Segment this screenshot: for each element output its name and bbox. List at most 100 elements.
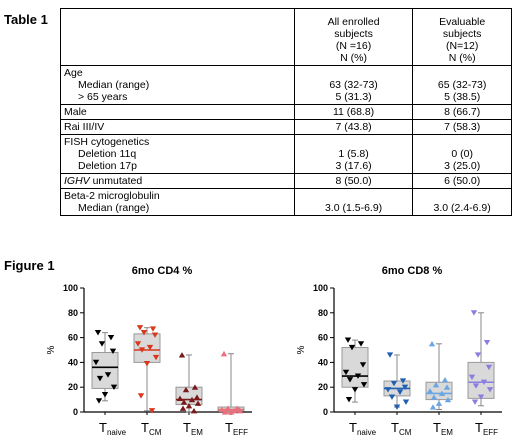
data-point — [134, 341, 142, 347]
data-point — [101, 392, 109, 398]
data-point — [104, 372, 112, 378]
data-point — [94, 330, 102, 336]
data-point — [443, 384, 451, 390]
y-tick-label: 60 — [68, 333, 78, 343]
cd4-box-plot: 6mo CD4 %% 0 20 40 60 80 100 Tnaive TCM TEM TEFF — [46, 265, 252, 437]
data-point — [149, 326, 157, 332]
data-point — [190, 407, 198, 414]
data-point — [486, 387, 494, 393]
data-point — [179, 405, 187, 411]
data-point — [432, 381, 440, 388]
x-tick-label: TCM — [391, 420, 412, 437]
header-cell-evaluable: Evaluable subjects (N=12) N (%) — [412, 8, 512, 66]
x-tick-label: TEFF — [225, 420, 248, 437]
data-point — [146, 344, 154, 351]
y-tick-label: 0 — [323, 407, 328, 417]
data-point — [357, 341, 365, 347]
value-cell-all-enrolled: 11 (68.8) — [293, 104, 414, 120]
row-label-cell: FISH cytogenetics Deletion 11q Deletion 17… — [60, 134, 295, 174]
data-point — [193, 394, 201, 400]
data-point — [393, 404, 401, 410]
value-cell-evaluable: 3.0 (2.4-6.9) — [412, 188, 512, 216]
data-point — [470, 310, 478, 316]
data-point — [485, 364, 493, 371]
data-point — [194, 400, 202, 406]
data-point — [342, 369, 350, 376]
x-tick-label: Tnaive — [349, 420, 377, 437]
data-point — [430, 394, 438, 400]
value-cell-evaluable: 6 (50.0) — [412, 173, 512, 189]
table-row: Male 11 (68.8) 8 (66.7) — [60, 104, 512, 120]
data-point — [137, 393, 145, 399]
value-cell-evaluable: 7 (58.3) — [412, 119, 512, 135]
data-point — [188, 396, 196, 403]
header-cell-all-enrolled: All enrolled subjects (N =16) N (%) — [293, 8, 414, 66]
value-cell-evaluable: 0 (0) 3 (25.0) — [412, 134, 512, 174]
x-tick-label: TEM — [183, 420, 203, 437]
box — [425, 381, 453, 401]
data-point — [386, 352, 394, 358]
data-point — [480, 379, 488, 386]
y-axis-label: % — [296, 345, 307, 354]
figure-title: Figure 1 — [4, 258, 55, 273]
table-row: IGHV unmutated 8 (50.0) 6 (50.0) — [60, 173, 512, 189]
value-cell-all-enrolled: 8 (50.0) — [293, 173, 414, 189]
row-label-cell: Beta-2 microglobulin Median (range) — [60, 188, 295, 216]
data-point — [426, 388, 434, 394]
y-tick-label: 0 — [73, 407, 78, 417]
y-tick-label: 60 — [318, 333, 328, 343]
data-point — [182, 386, 190, 393]
box — [91, 351, 119, 389]
data-point — [140, 330, 148, 336]
data-point — [344, 337, 352, 343]
value-cell-evaluable: 65 (32-73) 5 (38.5) — [412, 65, 512, 105]
data-point — [438, 390, 446, 396]
data-point — [468, 374, 476, 381]
row-label-cell: Male — [60, 104, 295, 120]
data-point — [218, 406, 226, 413]
row-label-cell: Age Median (range) > 65 years — [60, 65, 295, 105]
y-tick-label: 40 — [68, 357, 78, 367]
data-point — [441, 376, 449, 383]
table-row: Beta-2 microglobulin Median (range) 3.0 (… — [60, 188, 512, 216]
row-label-cell: Rai III/IV — [60, 119, 295, 135]
data-point — [429, 404, 437, 410]
y-tick-label: 20 — [318, 382, 328, 392]
data-point — [471, 399, 479, 405]
data-point — [401, 384, 409, 390]
data-point — [474, 352, 482, 358]
value-cell-all-enrolled: 7 (43.8) — [293, 119, 414, 135]
data-point — [191, 384, 199, 390]
value-cell-evaluable: 8 (66.7) — [412, 104, 512, 120]
data-point — [402, 399, 410, 405]
data-point — [354, 373, 362, 379]
data-point — [390, 380, 398, 387]
data-point — [185, 403, 193, 409]
table-title: Table 1 — [4, 12, 48, 27]
y-axis-label: % — [46, 345, 57, 354]
y-tick-label: 20 — [68, 382, 78, 392]
value-cell-all-enrolled: 63 (32-73) 5 (31.3) — [293, 65, 414, 105]
data-point — [98, 341, 106, 347]
data-point — [92, 359, 100, 366]
y-tick-label: 100 — [313, 283, 328, 293]
data-point — [152, 354, 160, 361]
data-point — [107, 335, 115, 341]
data-point — [143, 361, 151, 367]
value-cell-all-enrolled: 1 (5.8) 3 (17.6) — [293, 134, 414, 174]
y-tick-label: 80 — [68, 308, 78, 318]
x-tick-label: Tnaive — [99, 420, 127, 437]
data-point — [221, 409, 229, 415]
data-point — [220, 350, 228, 357]
data-point — [388, 394, 396, 400]
table-header-row: All enrolled subjects (N =16) N (%) Evaluabl… — [60, 8, 512, 66]
y-tick-label: 40 — [318, 357, 328, 367]
data-point — [136, 325, 144, 331]
data-point — [348, 344, 356, 351]
data-point — [227, 409, 235, 415]
data-point — [444, 396, 452, 403]
data-point — [109, 348, 117, 355]
data-point — [178, 352, 186, 358]
data-point — [359, 362, 367, 368]
box — [341, 347, 369, 388]
